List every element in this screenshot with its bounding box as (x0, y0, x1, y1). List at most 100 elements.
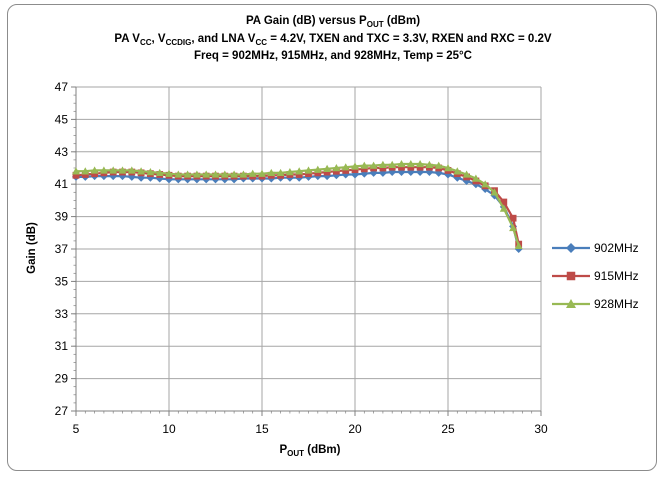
gridlines (76, 86, 542, 411)
chart-title-line-2: PA VCC, VCCDIG, and LNA VCC = 4.2V, TXEN… (114, 33, 551, 47)
x-tick-labels: 5 10 15 20 25 30 (73, 422, 548, 436)
data-point-915MHz (295, 171, 303, 178)
series-902MHz (72, 168, 523, 253)
data-point-928MHz (137, 167, 146, 175)
data-point-928MHz (514, 241, 523, 249)
data-point-928MHz (369, 161, 378, 169)
data-point-928MHz (165, 169, 173, 177)
data-point-928MHz (332, 164, 341, 172)
data-point-928MHz (406, 159, 415, 168)
data-point-928MHz (220, 170, 229, 178)
data-point-928MHz (90, 166, 99, 174)
chart-frame: PA Gain (dB) versus POUT (dBm) PA VCC, V… (7, 4, 657, 471)
data-point-928MHz (360, 161, 369, 169)
data-point-928MHz (174, 170, 183, 178)
data-point-928MHz (416, 159, 425, 168)
data-point-928MHz (127, 166, 136, 174)
data-point-915MHz (509, 214, 517, 222)
data-point-928MHz (323, 164, 332, 173)
y-tick-label: 29 (55, 372, 69, 386)
data-point-928MHz (202, 170, 211, 178)
data-point-928MHz (258, 169, 266, 177)
data-point-928MHz (425, 160, 434, 168)
data-point-928MHz (155, 168, 164, 177)
y-tick-label: 35 (55, 274, 69, 288)
legend-marker-902MHz (566, 243, 576, 253)
data-point-928MHz (453, 167, 462, 175)
data-point-928MHz (295, 167, 304, 175)
data-point-928MHz (81, 167, 90, 175)
data-point-928MHz (471, 174, 480, 182)
y-tick-label: 47 (55, 80, 69, 94)
data-point-928MHz (230, 170, 239, 178)
y-tick-label: 27 (55, 404, 69, 418)
data-point-928MHz (434, 161, 443, 169)
data-point-928MHz (146, 168, 155, 176)
legend-marker-928MHz (566, 299, 576, 308)
legend: 902MHz 915MHz 928MHz (552, 241, 639, 311)
series-group (72, 159, 523, 253)
data-point-928MHz (72, 167, 80, 175)
data-point-928MHz (109, 166, 118, 174)
legend-label-902MHz: 902MHz (594, 241, 639, 255)
x-axis-label: POUT (dBm) (280, 444, 341, 458)
data-point-915MHz (351, 166, 359, 174)
data-point-915MHz (500, 198, 508, 206)
data-point-915MHz (81, 171, 89, 178)
data-point-928MHz (378, 160, 387, 168)
chart-title-line-3: Freq = 902MHz, 915MHz, and 928MHz, Temp … (194, 50, 472, 62)
data-point-915MHz (333, 167, 340, 175)
legend-label-928MHz: 928MHz (594, 297, 639, 311)
data-point-928MHz (118, 166, 127, 174)
data-point-928MHz (211, 170, 220, 178)
data-point-928MHz (313, 165, 322, 173)
data-point-915MHz (323, 168, 331, 176)
y-tick-label: 37 (55, 242, 69, 256)
x-tick-label: 25 (441, 422, 455, 436)
series-928MHz (72, 159, 523, 249)
y-tick-labels: 27 29 31 33 35 37 39 41 43 45 47 (55, 80, 69, 418)
y-tick-label: 45 (55, 112, 69, 126)
x-tick-label: 20 (348, 422, 362, 436)
y-tick-label: 33 (55, 307, 69, 321)
series-line-902MHz (76, 170, 520, 250)
y-tick-label: 43 (55, 145, 69, 159)
data-point-928MHz (276, 168, 285, 177)
data-point-915MHz (416, 163, 424, 171)
data-point-915MHz (314, 169, 322, 177)
data-point-928MHz (304, 166, 313, 174)
chart-title-line-1: PA Gain (dB) versus POUT (dBm) (246, 15, 420, 29)
y-tick-label: 41 (55, 177, 69, 191)
x-tick-label: 15 (255, 422, 269, 436)
data-point-915MHz (305, 170, 312, 178)
data-point-928MHz (444, 164, 452, 172)
data-point-928MHz (99, 166, 108, 174)
data-point-928MHz (481, 180, 490, 188)
data-point-915MHz (398, 163, 405, 171)
y-tick-label: 31 (55, 339, 69, 353)
axes (71, 86, 542, 416)
data-point-928MHz (462, 170, 471, 178)
x-tick-label: 5 (73, 422, 80, 436)
data-point-915MHz (342, 167, 350, 174)
data-point-928MHz (388, 160, 397, 168)
data-point-915MHz (379, 164, 387, 172)
data-point-928MHz (499, 204, 508, 212)
data-point-928MHz (192, 170, 201, 178)
data-point-928MHz (509, 223, 518, 232)
data-point-915MHz (72, 171, 80, 179)
y-axis-label: Gain (dB) (26, 222, 38, 274)
data-point-928MHz (248, 169, 257, 177)
data-point-928MHz (341, 163, 350, 171)
data-point-928MHz (397, 159, 406, 168)
y-tick-label: 39 (55, 210, 69, 224)
data-point-928MHz (285, 168, 294, 176)
data-point-928MHz (351, 162, 359, 170)
data-point-915MHz (407, 163, 415, 171)
data-point-915MHz (360, 165, 368, 173)
data-point-928MHz (490, 188, 499, 196)
legend-marker-915MHz (566, 271, 576, 281)
data-point-928MHz (267, 168, 276, 177)
data-point-915MHz (91, 170, 98, 178)
x-tick-label: 30 (534, 422, 548, 436)
